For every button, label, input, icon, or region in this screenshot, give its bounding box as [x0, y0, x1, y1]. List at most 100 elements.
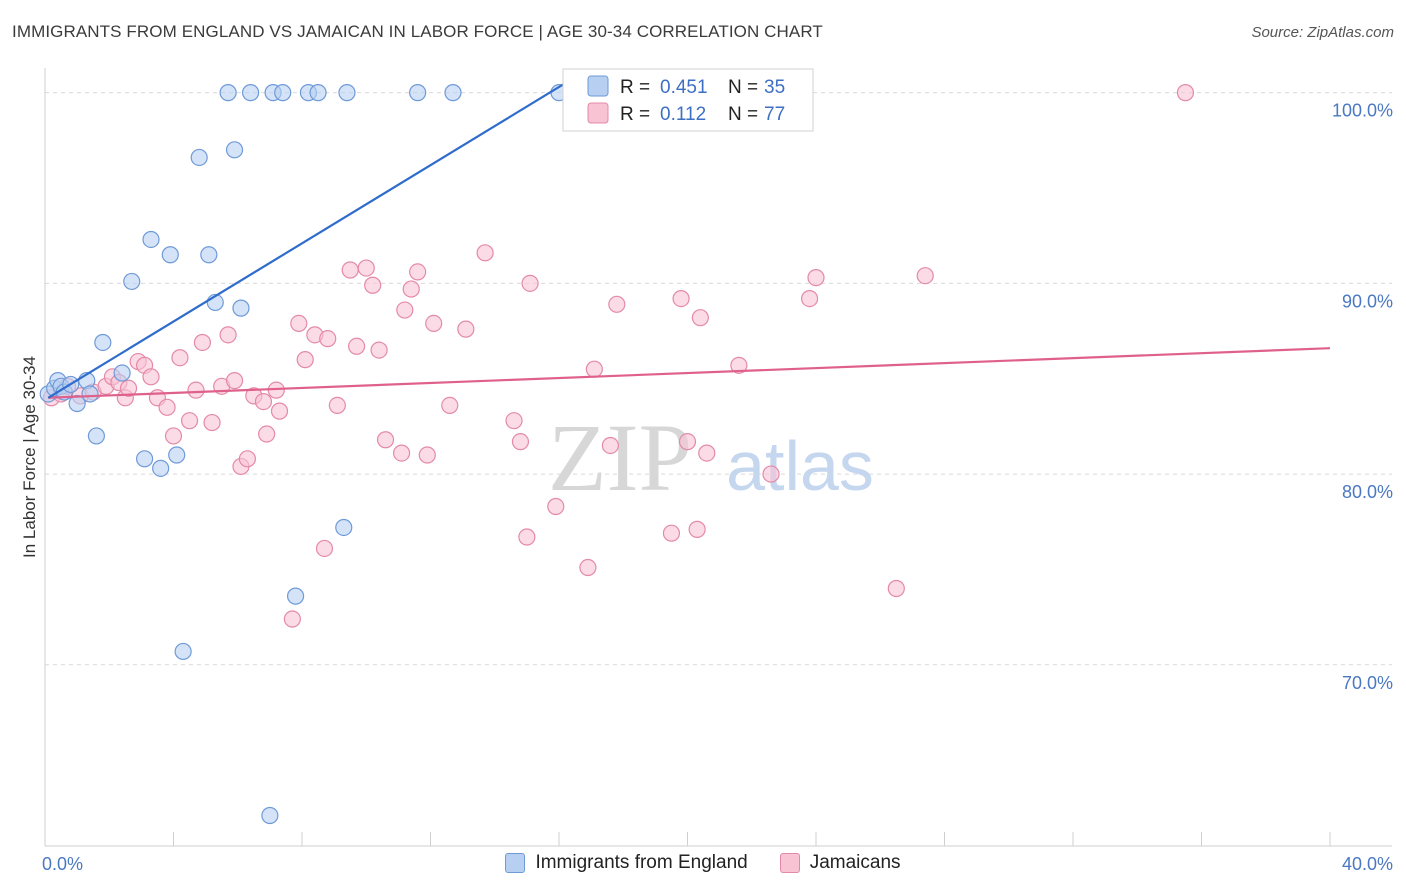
england-point [242, 84, 260, 102]
source-note: Source: ZipAtlas.com [1251, 24, 1394, 41]
watermark-atlas: atlas [726, 427, 874, 505]
legend-label-jamaicans: Jamaicans [809, 852, 901, 873]
england-point [68, 394, 86, 413]
england-point [142, 230, 160, 249]
y-tick-label: 70.0% [1342, 673, 1393, 693]
jamaicans-point [319, 330, 337, 348]
england-point [225, 141, 244, 159]
y-tick-labels: 100.0% 90.0% 80.0% 70.0% [1332, 101, 1393, 693]
trend-lines [47, 82, 1331, 399]
england-trend-line [47, 82, 566, 399]
legend-r-label-jamaicans: R = [620, 104, 650, 125]
jamaicans-point [180, 412, 199, 430]
england-point [168, 446, 186, 464]
y-axis-label: In Labor Force | Age 30-34 [20, 356, 39, 558]
england-point [200, 246, 218, 264]
y-tick-label: 100.0% [1332, 101, 1393, 121]
legend-r-label-england: R = [620, 77, 650, 98]
jamaicans-point [441, 396, 459, 415]
watermark-zip: ZIP [548, 404, 692, 511]
england-point [113, 364, 131, 382]
jamaicans-point [158, 398, 176, 416]
x-tick-label: 40.0% [1342, 854, 1393, 874]
england-point [94, 333, 112, 352]
jamaicans-point [193, 333, 212, 352]
jamaicans-point [119, 379, 138, 397]
jamaicans-point [219, 326, 237, 344]
england-point [87, 427, 106, 445]
england-point [338, 84, 356, 102]
jamaicans-point [254, 392, 273, 411]
jamaicans-point [290, 314, 308, 332]
y-tick-label: 90.0% [1342, 291, 1393, 311]
jamaicans-point [425, 314, 443, 332]
gridlines [45, 92, 1392, 666]
jamaicans-point [457, 320, 475, 338]
watermark: ZIP atlas [548, 404, 874, 511]
jamaicans-point [662, 524, 681, 542]
england-point [309, 84, 327, 102]
jamaicans-points [42, 84, 1195, 628]
jamaicans-point [762, 465, 780, 483]
england-point [135, 450, 154, 468]
jamaicans-point [171, 349, 189, 367]
jamaicans-point [887, 579, 905, 598]
jamaicans-point [511, 433, 530, 451]
axes [44, 68, 1392, 847]
legend-label-england: Immigrants from England [535, 852, 748, 873]
legend-swatch-england [587, 75, 609, 97]
jamaicans-point [608, 295, 626, 313]
jamaicans-point [505, 412, 523, 430]
legend-item-england[interactable]: Immigrants from England [505, 852, 748, 874]
jamaicans-point [348, 337, 366, 355]
jamaicans-point [283, 610, 301, 628]
jamaicans-point [225, 372, 244, 390]
jamaicans-trend-line [48, 347, 1331, 399]
legend-swatch-jamaicans [587, 102, 609, 124]
england-point [174, 642, 192, 661]
jamaicans-point [203, 413, 221, 432]
england-point [409, 84, 427, 102]
legend-r-value-jamaicans: 0.112 [660, 104, 706, 125]
stats-legend: R = 0.451 N = 35 R = 0.112 N = 77 [562, 68, 814, 132]
england-point [161, 246, 179, 264]
jamaicans-point [142, 368, 160, 386]
jamaicans-point [1176, 84, 1195, 102]
jamaicans-point [730, 356, 748, 374]
england-point [232, 299, 250, 317]
legend-n-label-jamaicans: N = [728, 104, 758, 125]
legend-swatch-jamaicans-bottom [779, 853, 800, 873]
jamaicans-point [258, 425, 276, 443]
legend-swatch-england-bottom [505, 853, 526, 873]
jamaicans-point [521, 274, 539, 292]
jamaicans-point [678, 433, 697, 451]
england-point [81, 385, 99, 403]
jamaicans-point [691, 309, 709, 327]
jamaicans-point [601, 436, 620, 455]
jamaicans-point [402, 280, 420, 298]
legend-item-jamaicans[interactable]: Jamaicans [779, 852, 901, 874]
legend-n-value-jamaicans: 77 [764, 104, 785, 125]
jamaicans-point [800, 290, 819, 308]
jamaicans-point [518, 528, 536, 546]
x-tick-labels: 0.0% 40.0% [42, 854, 1393, 874]
england-point [286, 587, 305, 605]
england-point [152, 459, 170, 477]
legend-n-value-england: 35 [764, 77, 785, 98]
jamaicans-point [357, 259, 375, 277]
jamaicans-point [396, 301, 414, 319]
england-point [444, 84, 462, 102]
jamaicans-point [376, 431, 395, 449]
chart-title: IMMIGRANTS FROM ENGLAND VS JAMAICAN IN L… [12, 22, 823, 41]
jamaicans-point [296, 351, 314, 369]
england-point [335, 518, 353, 537]
jamaicans-point [672, 290, 690, 308]
england-point [190, 148, 208, 167]
jamaicans-point [476, 244, 494, 262]
england-point [274, 84, 292, 102]
jamaicans-point [698, 444, 716, 462]
jamaicans-point [579, 558, 597, 577]
y-tick-label: 80.0% [1342, 482, 1393, 502]
jamaicans-point [315, 539, 334, 558]
jamaicans-point [341, 261, 359, 279]
